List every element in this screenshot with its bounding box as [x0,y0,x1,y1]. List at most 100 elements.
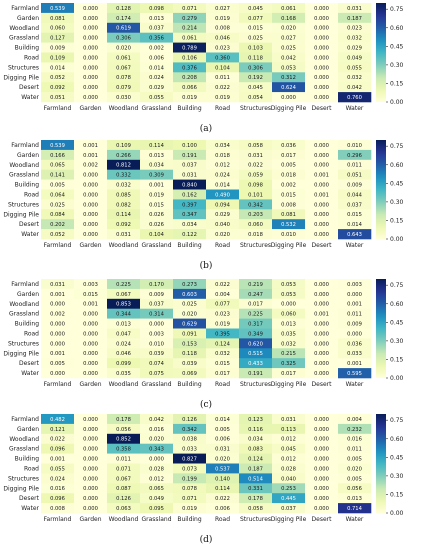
heatmap-cell [272,453,306,464]
cell-value-label: 0.000 [314,202,329,208]
heatmap-cell [239,473,273,484]
cell-value-label: 0.344 [116,312,132,318]
cell-value-label: 0.000 [314,331,329,337]
cell-value-label: 0.000 [83,466,98,472]
cell-value-label: 0.038 [182,437,197,443]
cell-value-label: 0.000 [83,506,98,512]
cell-value-label: 0.023 [215,45,230,51]
heatmap-cell [74,358,108,369]
cell-value-label: 0.123 [248,417,263,423]
cell-value-label: 0.141 [50,173,65,179]
heatmap-cell [239,318,273,329]
heatmap-cell [41,328,75,339]
cell-value-label: 0.001 [83,143,98,149]
heatmap-cell [305,358,339,369]
heatmap-cell [74,423,108,435]
heatmap-cell [173,463,207,474]
cell-value-label: 0.000 [314,456,329,462]
cell-value-label: 0.000 [50,331,65,337]
cell-value-label: 0.098 [149,6,164,12]
cell-value-label: 0.000 [83,6,98,12]
heatmap-cell [173,22,207,33]
heatmap-cell [338,288,372,300]
row-label: Road [24,330,39,337]
colorbar-tick-label: 0.60 [390,436,404,443]
heatmap-cell [239,414,273,425]
row-label: Structures [8,340,39,347]
colorbar-tick-label: 0.60 [390,25,404,32]
heatmap-cell [338,338,372,349]
row-label: Woodland [9,301,39,308]
cell-value-label: 0.325 [281,361,296,367]
column-label: Road [215,242,230,249]
heatmap-cell [41,82,75,93]
heatmap-cell [239,453,273,464]
heatmap-cell [239,328,273,339]
cell-value-label: 0.000 [83,202,98,208]
heatmap-cell [41,169,75,180]
cell-value-label: 0.008 [50,506,65,512]
cell-value-label: 0.191 [182,153,197,159]
cell-value-label: 0.092 [50,85,65,91]
cell-value-label: 0.296 [347,153,362,159]
heatmap-cell [272,483,306,494]
row-label: Structures [8,64,39,71]
cell-value-label: 0.005 [281,163,296,169]
heatmap-cell [140,199,174,210]
cell-value-label: 0.202 [50,222,65,228]
cell-value-label: 0.000 [314,232,329,238]
heatmap-cell [239,423,273,435]
heatmap-cell [140,328,174,339]
cell-value-label: 0.153 [182,341,197,347]
cell-value-label: 0.014 [347,222,363,228]
cell-value-label: 0.000 [83,476,98,482]
heatmap-cell [338,3,372,14]
cell-value-label: 0.019 [182,95,197,101]
cell-value-label: 0.539 [50,6,65,12]
cell-value-label: 0.019 [149,192,164,198]
cell-value-label: 0.091 [182,331,197,337]
heatmap-cell [338,62,372,73]
cell-value-label: 0.037 [281,506,296,512]
cell-value-label: 0.124 [215,341,231,347]
heatmap-cell [206,169,240,180]
cell-value-label: 0.000 [83,496,98,502]
cell-value-label: 0.059 [248,173,263,179]
heatmap-cell [107,179,141,190]
cell-value-label: 0.000 [314,282,329,288]
cell-value-label: 0.000 [314,371,329,377]
cell-value-label: 0.061 [281,6,296,12]
heatmap-cell [206,288,240,300]
heatmap-cell [206,453,240,464]
cell-value-label: 0.001 [50,292,65,298]
heatmap-cell [107,140,141,151]
cell-value-label: 0.009 [347,182,362,188]
cell-value-label: 0.003 [149,331,164,337]
heatmap-cell [206,483,240,494]
cell-value-label: 0.037 [182,163,197,169]
heatmap-cell [140,348,174,359]
heatmap-cell [41,32,75,43]
cell-value-label: 0.000 [314,427,329,433]
cell-value-label: 0.032 [347,36,362,42]
heatmap-cell [41,179,75,190]
heatmap-cell [272,3,306,14]
heatmap-cell [305,209,339,220]
row-label: Structures [8,475,39,482]
cell-value-label: 0.019 [215,16,230,22]
cell-value-label: 0.514 [248,476,264,482]
cell-value-label: 0.022 [215,282,230,288]
colorbar-tick-label: 0.45 [390,180,404,187]
cell-value-label: 0.122 [182,232,197,238]
cell-value-label: 0.002 [83,163,98,169]
cell-value-label: 0.053 [281,282,296,288]
cell-value-label: 0.331 [248,486,263,492]
heatmap-cell [305,72,339,83]
heatmap-cell [239,368,273,379]
heatmap-cell [74,288,108,300]
heatmap-cell [74,308,108,319]
cell-value-label: 0.031 [182,173,197,179]
cell-value-label: 0.015 [215,361,230,367]
column-label: Desert [312,516,333,523]
cell-value-label: 0.073 [182,466,197,472]
